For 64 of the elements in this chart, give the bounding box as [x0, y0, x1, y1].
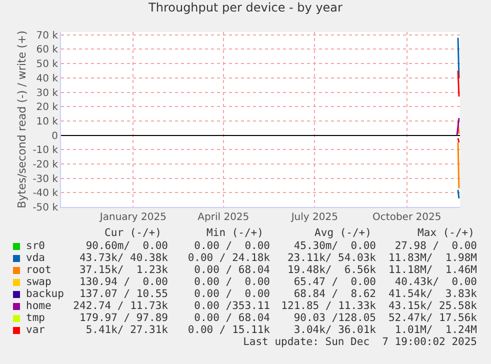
- text: 90.60m/ 0.00: [86, 240, 168, 252]
- x-tick-label: July 2025: [290, 212, 338, 223]
- legend-label: vda: [26, 252, 45, 264]
- text: 68.84 / 8.62: [294, 288, 376, 300]
- legend-label: root: [26, 264, 52, 276]
- text: 65.47 / 0.00: [294, 276, 376, 288]
- y-tick-label: 20 k: [36, 102, 58, 114]
- y-tick-label: -10 k: [32, 145, 58, 156]
- legend-label: tmp: [26, 312, 45, 324]
- text: Min (-/+): [206, 227, 264, 239]
- y-axis-title: Bytes/second read (-) / write (+): [15, 30, 28, 208]
- x-tick-label: April 2025: [198, 212, 250, 223]
- text: Cur (-/+): [104, 227, 162, 239]
- legend-label: var: [26, 324, 45, 336]
- text: 1.01M/ 1.24M: [394, 324, 477, 336]
- y-tick-label: 50 k: [36, 59, 58, 70]
- text: Avg (-/+): [314, 227, 372, 239]
- y-tick-label: 30 k: [36, 88, 58, 99]
- text: 5.41k/ 27.31k: [86, 324, 168, 336]
- text: 179.97 / 97.89: [79, 312, 168, 324]
- text: 40.43k/ 0.00: [394, 276, 477, 288]
- text: 0.00 / 15.11k: [188, 324, 270, 336]
- y-tick-label: -40 k: [32, 188, 58, 200]
- y-tick-label: 70 k: [36, 30, 58, 42]
- text: 90.03 /128.05: [294, 312, 376, 324]
- text: 0.00 / 0.00: [194, 288, 270, 300]
- text: Max (-/+): [416, 227, 476, 239]
- text: 19.48k/ 6.56k: [287, 264, 376, 276]
- y-tick-label: 60 k: [36, 44, 58, 56]
- text: 11.83M/ 1.98M: [388, 252, 477, 264]
- text: 52.47k/ 17.56k: [388, 312, 477, 324]
- y-tick-label: -50 k: [32, 202, 58, 214]
- text: 0.00 / 68.04: [194, 264, 270, 276]
- legend-label: backup: [26, 288, 64, 300]
- text: 11.18M/ 1.46M: [388, 264, 477, 276]
- text: 0.00 / 0.00: [194, 276, 270, 288]
- text: 121.85 / 11.33k: [281, 300, 376, 312]
- y-tick-label: 10 k: [36, 116, 58, 128]
- text: Last update: Sun Dec 7 19:00:02 2025: [243, 336, 477, 348]
- chart-title: Throughput per device - by year: [148, 0, 343, 15]
- x-tick-label: January 2025: [98, 212, 166, 223]
- text: 0.00 / 0.00: [194, 240, 270, 252]
- text: 23.11k/ 54.03k: [287, 252, 376, 264]
- text: 43.73k/ 40.38k: [79, 252, 168, 264]
- text: 242.74 / 11.73k: [73, 300, 168, 312]
- x-tick-label: October 2025: [372, 212, 442, 223]
- text: 137.07 / 10.55: [79, 288, 168, 300]
- legend-label: home: [26, 300, 52, 312]
- y-tick-label: 0: [52, 130, 58, 142]
- text: 0.00 / 68.04: [194, 312, 270, 324]
- text: 130.94 / 0.00: [79, 276, 168, 288]
- legend-label: sr0: [26, 240, 45, 252]
- y-tick-label: -30 k: [32, 174, 58, 185]
- text: 3.04k/ 36.01k: [294, 324, 376, 336]
- legend-label: swap: [26, 276, 52, 288]
- y-tick-label: -20 k: [32, 159, 58, 170]
- text: 43.15k/ 25.58k: [388, 300, 477, 312]
- text: 45.30m/ 0.00: [294, 240, 376, 252]
- y-tick-label: 40 k: [36, 73, 58, 84]
- text: 41.54k/ 3.83k: [388, 288, 477, 300]
- text: 0.00 /353.11: [194, 300, 270, 312]
- text: 0.00 / 24.18k: [188, 252, 270, 264]
- text: 37.15k/ 1.23k: [79, 264, 168, 276]
- text: 27.98 / 0.00: [394, 240, 477, 252]
